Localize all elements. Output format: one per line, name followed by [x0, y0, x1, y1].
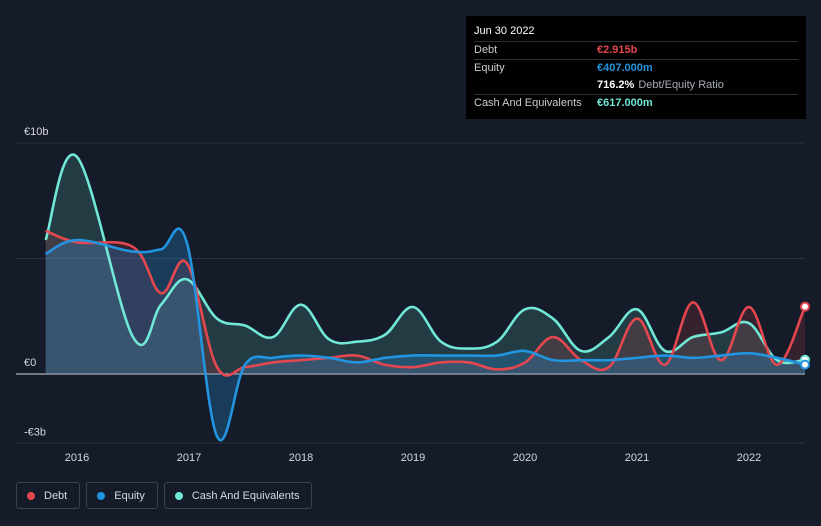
- tooltip-value: €407.000m: [597, 62, 653, 74]
- tooltip-label: [474, 77, 597, 94]
- tooltip-row-equity: Equity €407.000m: [474, 59, 798, 77]
- y-tick-label: €10b: [24, 126, 48, 138]
- legend-label: Equity: [114, 489, 145, 502]
- grid: [16, 142, 805, 444]
- tooltip-value: 716.2%: [597, 79, 635, 91]
- tooltip-sublabel: Debt/Equity Ratio: [638, 79, 724, 91]
- tooltip-label: Equity: [474, 62, 505, 74]
- y-axis-labels: €10b €0 -€3b: [24, 126, 48, 438]
- legend-item-debt[interactable]: Debt: [16, 482, 81, 509]
- tooltip-row-debt: Debt €2.915b: [474, 41, 798, 59]
- x-axis-labels: 2016 2017 2018 2019 2020 2021 2022: [65, 452, 761, 464]
- series-areas: [45, 154, 805, 441]
- legend-label: Cash And Equivalents: [191, 489, 300, 502]
- x-tick-label: 2019: [401, 452, 425, 464]
- series-lines: [44, 153, 807, 442]
- y-tick-label: -€3b: [24, 426, 46, 438]
- equity-area: [45, 228, 805, 441]
- y-tick-label: €0: [24, 357, 36, 369]
- x-tick-label: 2018: [289, 452, 313, 464]
- tooltip-row-cash: Cash And Equivalents €617.000m: [474, 94, 798, 112]
- legend-dot-icon: [27, 491, 35, 500]
- x-tick-label: 2016: [65, 452, 89, 464]
- cash-line: [44, 153, 806, 365]
- legend-dot-icon: [174, 491, 183, 500]
- x-tick-label: 2021: [625, 452, 649, 464]
- x-tick-label: 2020: [513, 452, 537, 464]
- legend-item-cash[interactable]: Cash And Equivalents: [163, 482, 313, 509]
- x-tick-label: 2017: [177, 452, 201, 464]
- tooltip-row-ratio: 716.2% Debt/Equity Ratio: [474, 77, 798, 94]
- tooltip-value: €617.000m: [597, 97, 653, 109]
- legend-dot-icon: [97, 491, 106, 500]
- legend: Debt Equity Cash And Equivalents: [16, 482, 313, 509]
- tooltip: Jun 30 2022 Debt €2.915b Equity €407.000…: [466, 16, 806, 119]
- equity-end-marker: [800, 359, 810, 370]
- legend-label: Debt: [44, 489, 68, 502]
- x-tick-label: 2022: [737, 452, 761, 464]
- tooltip-date: Jun 30 2022: [474, 25, 535, 37]
- tooltip-label: Cash And Equivalents: [474, 97, 582, 109]
- tooltip-value: €2.915b: [597, 44, 638, 56]
- equity-line: [45, 227, 806, 442]
- legend-item-equity[interactable]: Equity: [86, 482, 158, 509]
- end-markers: [800, 301, 810, 370]
- debt-end-marker: [800, 301, 810, 312]
- tooltip-label: Debt: [474, 44, 498, 56]
